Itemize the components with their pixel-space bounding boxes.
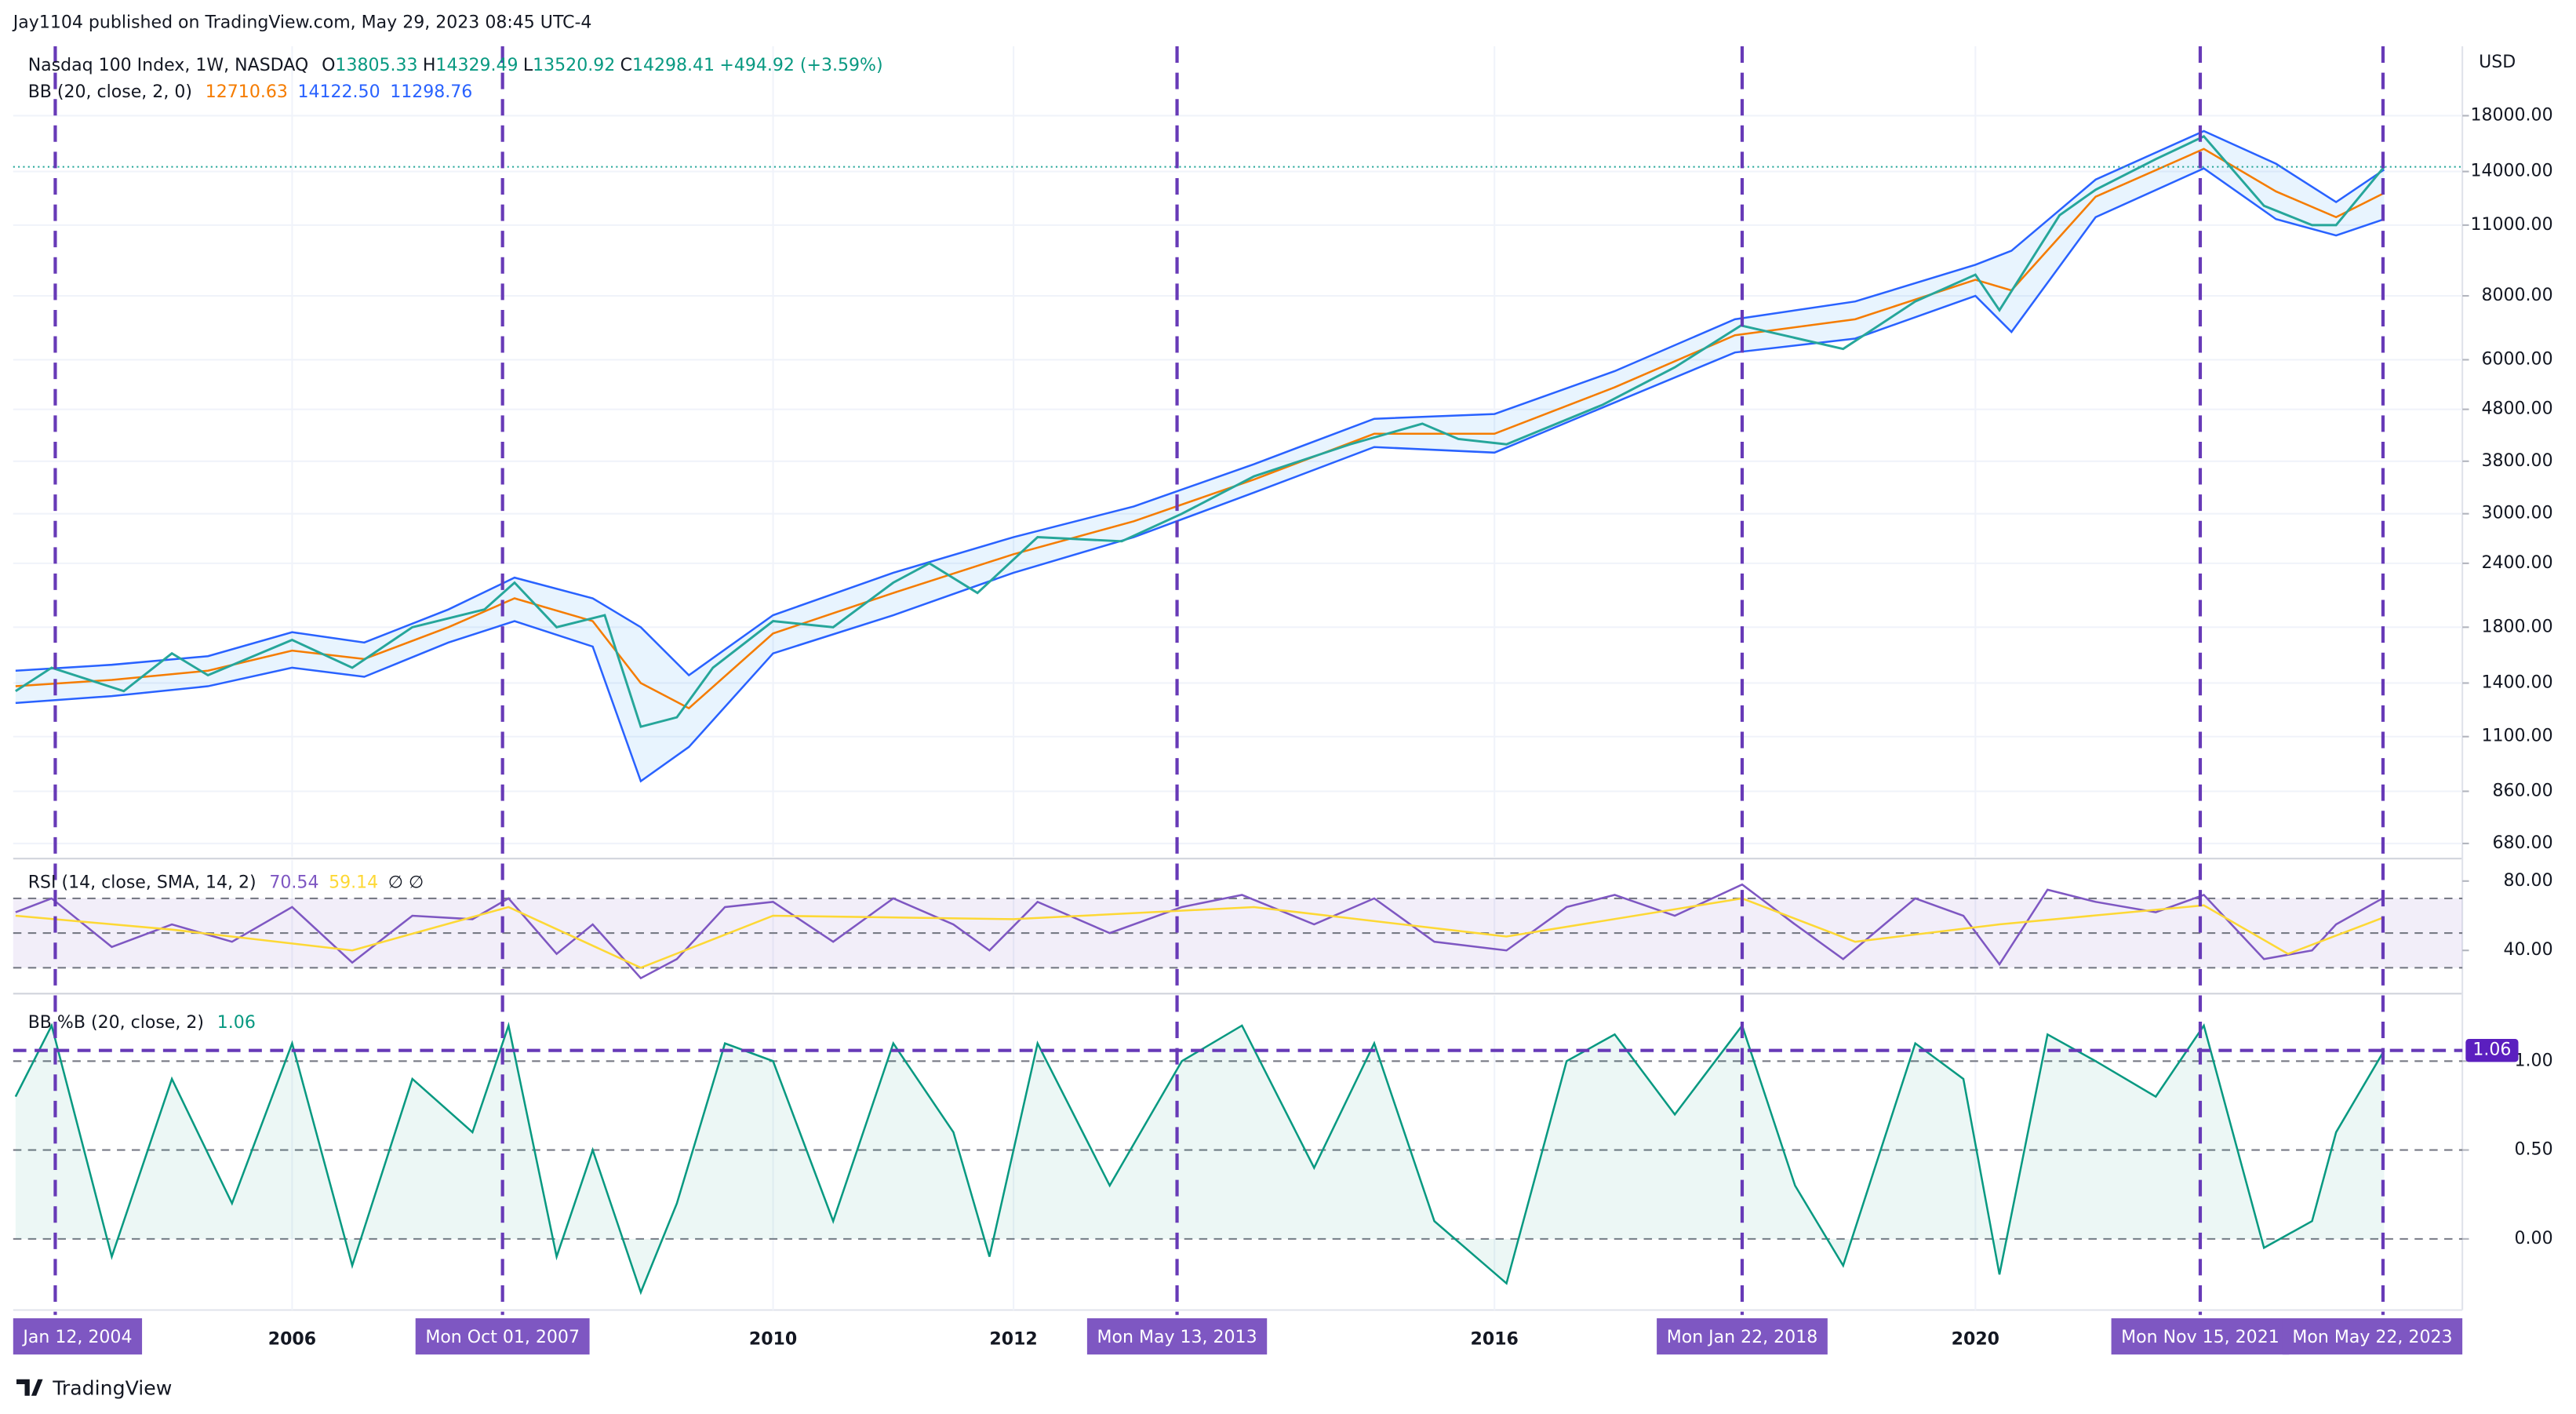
y-tick-label: 2400.00 [2481, 553, 2552, 573]
legend-text: 12710.63 [206, 82, 288, 102]
marker-label: Mon Nov 15, 2021 [2121, 1328, 2279, 1347]
marker-label-box [2111, 1318, 2290, 1355]
legend-text: H [423, 56, 436, 75]
legend-text: RSI (14, close, SMA, 14, 2) [28, 873, 257, 893]
y-tick-label: 80.00 [2504, 871, 2553, 891]
legend-text: 11298.76 [390, 82, 472, 102]
area-fill [15, 1025, 2385, 1292]
y-tick-label: 8000.00 [2481, 286, 2552, 305]
x-tick-label: 2020 [1952, 1329, 1999, 1349]
legend-text: 1.06 [217, 1013, 256, 1033]
logo-icon [16, 1379, 43, 1396]
legend-text: Nasdaq 100 Index, 1W, NASDAQ [28, 56, 309, 75]
y-tick-label: 0.00 [2515, 1229, 2553, 1248]
legend-text: +494.92 (+3.59%) [719, 56, 882, 75]
y-tick-label: 4800.00 [2481, 399, 2552, 419]
series-line [15, 883, 2385, 980]
legend-text: ∅ ∅ [388, 873, 424, 893]
last-value-label: 1.06 [2472, 1040, 2511, 1060]
brand: TradingView [52, 1376, 172, 1399]
y-tick-label: 1800.00 [2481, 617, 2552, 636]
x-tick-label: 2012 [989, 1329, 1037, 1349]
legend-text: 14298.41 [632, 56, 715, 75]
series-line [15, 148, 2385, 710]
legend-text: 14122.50 [297, 82, 380, 102]
series-line [15, 167, 2385, 783]
y-tick-label: 1100.00 [2481, 727, 2552, 746]
y-tick-label: 0.50 [2515, 1140, 2553, 1160]
legend-text: C [620, 56, 632, 75]
legend-text: 13520.92 [533, 56, 615, 75]
marker-label-box [13, 1318, 143, 1355]
footer-logo: TradingView [16, 1376, 172, 1399]
y-tick-label: 860.00 [2493, 781, 2553, 800]
y-tick-label: 3800.00 [2481, 451, 2552, 471]
marker-label-box [2282, 1318, 2463, 1355]
series-line [14, 1022, 2385, 1296]
legend-text: 14329.49 [435, 56, 518, 75]
x-tick-label: 2010 [749, 1329, 797, 1349]
series-line [15, 134, 2385, 728]
band-fill [15, 130, 2385, 782]
y-tick-label: 6000.00 [2481, 349, 2552, 369]
marker-label: Mon May 22, 2023 [2292, 1328, 2452, 1347]
y-tick-label: 18000.00 [2470, 105, 2552, 125]
legend-text: BB (20, close, 2, 0) [28, 82, 192, 102]
series-line [15, 129, 2385, 677]
legend-text: L [523, 56, 533, 75]
panes [13, 46, 2464, 1311]
marker-label-box [1657, 1318, 1828, 1355]
legend-text: 13805.33 [335, 56, 417, 75]
marker-label-box [415, 1318, 590, 1355]
x-tick-label: 2016 [1471, 1329, 1519, 1349]
y-tick-label: 14000.00 [2470, 162, 2552, 181]
y-tick-label: 3000.00 [2481, 504, 2552, 523]
marker-label: Jan 12, 2004 [21, 1328, 132, 1347]
series-line [15, 897, 2385, 969]
published-note: Jay1104 published on TradingView.com, Ma… [12, 13, 592, 33]
legend-text: O [322, 56, 335, 75]
y-tick-label: 40.00 [2504, 940, 2553, 960]
y-tick-label: 1400.00 [2481, 672, 2552, 692]
y-tick-label: 11000.00 [2470, 215, 2552, 235]
y-tick-label: 680.00 [2493, 833, 2553, 853]
y-tick-label: 1.00 [2515, 1051, 2553, 1070]
legend-text: 70.54 [269, 873, 318, 893]
x-tick-label: 2006 [268, 1329, 316, 1349]
last-value-badge [2465, 1038, 2519, 1062]
marker-label-box [1086, 1318, 1268, 1355]
marker-label: Mon Oct 01, 2007 [425, 1328, 580, 1347]
legend-text: BB %B (20, close, 2) [28, 1013, 204, 1033]
legend-text: 59.14 [329, 873, 378, 893]
marker-label: Mon Jan 22, 2018 [1667, 1328, 1818, 1347]
marker-label: Mon May 13, 2013 [1097, 1328, 1257, 1347]
axis-unit: USD [2479, 53, 2516, 72]
